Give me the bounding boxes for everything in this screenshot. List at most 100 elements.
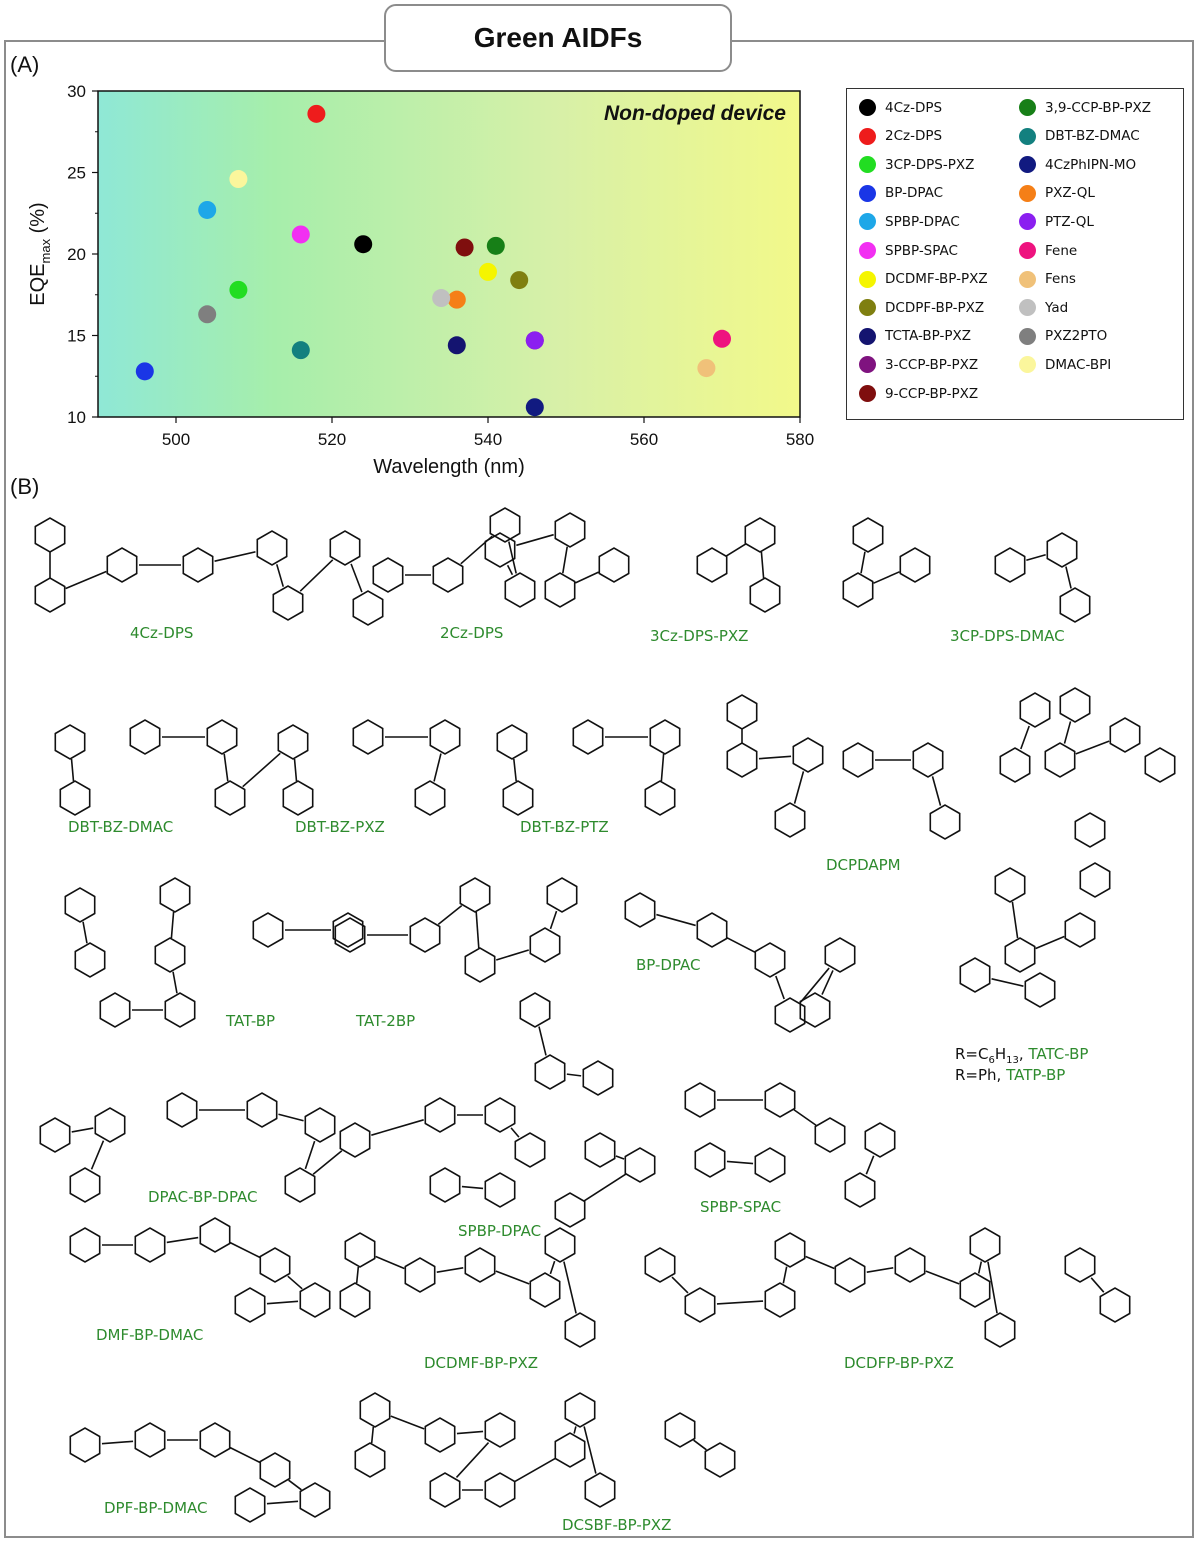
legend-marker [1019,99,1036,116]
legend-item: Yad [1019,299,1069,317]
legend-item: TCTA-BP-PXZ [859,327,972,345]
legend-marker [859,99,876,116]
legend-item: 2Cz-DPS [859,127,942,145]
legend-label: PTZ-QL [1045,213,1094,230]
data-point: Fens [697,359,716,378]
data-point: Yad [432,289,451,308]
label-spbp-spac: SPBP-SPAC [700,1198,782,1216]
data-point: SPBP-SPAC [291,225,310,244]
legend-item: 3-CCP-BP-PXZ [859,356,979,374]
data-point: DCDMF-BP-PXZ [479,262,497,281]
legend-marker [1019,156,1036,174]
label-3cz-dps-pxz: 3Cz-DPS-PXZ [650,627,749,645]
data-point: DMAC-BPI [229,170,248,189]
label-2cz-dps: 2Cz-DPS [440,624,504,642]
y-tick-label: 20 [67,245,86,264]
legend-label: 4Cz-DPS [885,99,943,116]
label-dbt-bz-ptz: DBT-BZ-PTZ [520,818,609,836]
panel-b-label: (B) [10,474,40,499]
x-tick-label: 560 [630,430,658,449]
legend-marker [859,327,876,345]
plot-area [97,90,801,418]
legend-label: PXZ2PTO [1045,328,1108,345]
legend-label: 4CzPhIPN-MO [1045,156,1137,173]
legend-marker [859,299,876,317]
data-point: SPBP-DPAC [198,200,217,219]
y-tick-label: 15 [67,327,86,346]
data-point: 3,9-CCP-BP-PXZ [486,236,505,255]
legend-label: DCDMF-BP-PXZ [885,271,988,288]
legend-marker [859,385,876,402]
legend-label: 3-CCP-BP-PXZ [885,356,979,373]
chart-annotation: Non-doped device [604,102,786,125]
data-point: PTZ-QL [525,331,544,350]
legend-marker [1019,356,1036,374]
legend-marker [1019,270,1036,288]
legend-item: PXZ2PTO [1019,327,1108,345]
x-tick-label: 520 [318,430,346,449]
label-dbt-bz-dmac: DBT-BZ-DMAC [68,818,174,836]
legend-item: 4CzPhIPN-MO [1019,156,1137,174]
tatp-bp-caption: R=Ph, TATP-BP [955,1066,1066,1084]
tatc-bp-caption: R=C6H13, TATC-BP [955,1045,1089,1066]
legend-item: 3CP-DPS-PXZ [859,156,975,174]
legend-marker [859,156,876,174]
legend-marker [859,242,876,259]
legend-item: SPBP-SPAC [859,242,958,259]
legend-marker [1019,242,1036,259]
x-tick-label: 540 [474,430,502,449]
legend-item: 4Cz-DPS [859,99,942,116]
legend-label: TCTA-BP-PXZ [885,328,972,345]
legend-marker [1019,299,1036,317]
y-tick-label: 25 [67,164,86,183]
data-point: BP-DPAC [135,362,154,381]
label-dpac-bp-dpac: DPAC-BP-DPAC [148,1188,258,1206]
legend-label: 3,9-CCP-BP-PXZ [1045,99,1152,116]
legend-marker [859,213,876,231]
y-tick-label: 10 [67,408,86,427]
legend-item: DBT-BZ-DMAC [1019,127,1140,145]
legend-label: DMAC-BPI [1045,356,1112,373]
label-dcdmf-bp-pxz: DCDMF-BP-PXZ [424,1354,539,1372]
label-dbt-bz-pxz: DBT-BZ-PXZ [295,818,385,836]
legend-label: Fens [1045,271,1076,288]
legend-marker [1019,327,1036,345]
legend-item: DCDPF-BP-PXZ [859,299,985,317]
legend-item: 9-CCP-BP-PXZ [859,385,978,402]
legend-marker [859,184,876,202]
scatter-chart: 500 520 540 560 580 10 15 20 25 30 4Cz-DPS 2Cz-DPS… [27,82,814,478]
data-point: 4CzPhIPN-MO [525,398,544,417]
legend-item: Fene [1019,242,1077,259]
legend-item: Fens [1019,270,1076,288]
y-tick-label: 30 [67,82,86,101]
data-point: 9-CCP-BP-PXZ [455,238,474,257]
legend-label: SPBP-SPAC [885,242,958,259]
legend-label: 9-CCP-BP-PXZ [885,385,979,402]
legend-marker [859,270,876,288]
data-point: PXZ2PTO [198,305,217,324]
label-bp-dpac: BP-DPAC [636,956,701,974]
legend-label: SPBP-DPAC [885,213,960,230]
legend-label: PXZ-QL [1045,185,1095,202]
legend-marker [1019,213,1036,231]
legend-item: SPBP-DPAC [859,213,960,231]
label-4cz-dps: 4Cz-DPS [130,624,194,642]
legend-item: BP-DPAC [859,184,943,202]
label-dcdfp-bp-pxz: DCDFP-BP-PXZ [844,1354,954,1372]
data-point: DBT-BZ-DMAC [291,341,310,360]
data-point: DCDPF-BP-PXZ [510,271,529,290]
legend-label: 3CP-DPS-PXZ [885,156,975,173]
data-point: 3CP-DPS-PXZ [229,280,248,299]
legend-marker [859,356,876,374]
legend-label: Fene [1045,242,1078,259]
legend-marker [1019,184,1036,202]
x-tick-label: 580 [786,430,814,449]
y-axis-label: EQEmax (%) [27,202,53,305]
legend-label: DCDPF-BP-PXZ [885,299,985,316]
label-dpf-bp-dmac: DPF-BP-DMAC [104,1499,208,1517]
legend-label: Yad [1045,299,1069,316]
legend-item: PTZ-QL [1019,213,1094,231]
legend-item: DMAC-BPI [1019,356,1112,374]
chart-legend: 4Cz-DPS 2Cz-DPS 3CP-DPS-PXZ BP-DPAC SPBP-DPA… [846,88,1184,420]
legend-label: DBT-BZ-DMAC [1045,128,1140,145]
